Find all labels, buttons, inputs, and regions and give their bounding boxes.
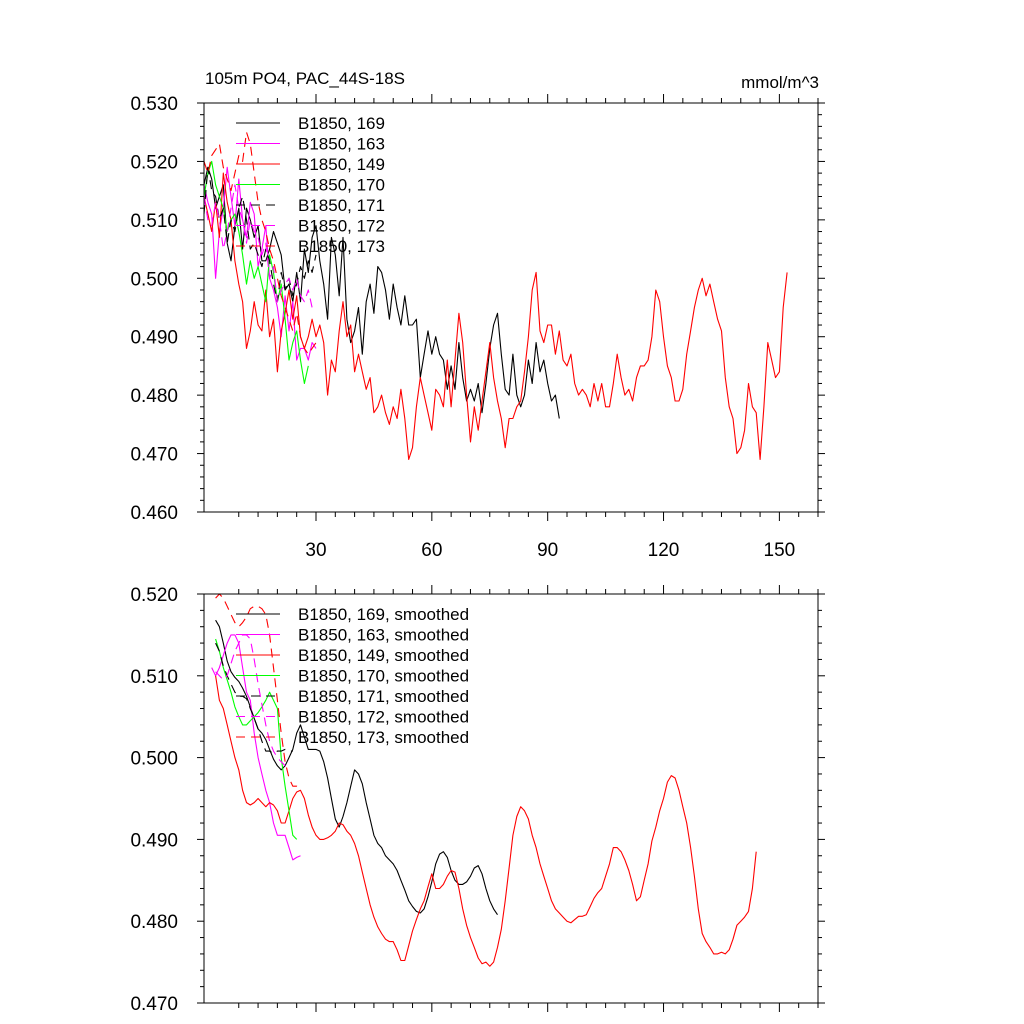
legend-label-169: B1850, 169: [298, 114, 385, 133]
legend-label-149: B1850, 149, smoothed: [298, 646, 469, 665]
bottom-chart-legend: B1850, 169, smoothed B1850, 163, smoothed…: [236, 605, 469, 747]
series-line-149: [203, 172, 788, 460]
y-tick-label: 0.530: [130, 94, 178, 115]
legend-label-172: B1850, 172: [298, 217, 385, 236]
series-line-149: [215, 675, 757, 967]
legend-label-149: B1850, 149: [298, 155, 385, 174]
legend-label-172: B1850, 172, smoothed: [298, 708, 469, 727]
y-tick-label: 0.460: [130, 503, 178, 524]
series-line-163: [203, 166, 317, 361]
x-tick-label: 30: [305, 540, 326, 561]
y-tick-label: 0.490: [130, 328, 178, 349]
y-tick-label: 0.510: [130, 667, 178, 688]
legend-label-169: B1850, 169, smoothed: [298, 605, 469, 624]
series-line-172: [203, 184, 313, 308]
top-chart-series: [203, 131, 788, 460]
x-tick-label: 120: [648, 540, 680, 561]
y-tick-label: 0.500: [130, 749, 178, 770]
y-tick-label: 0.480: [130, 386, 178, 407]
series-line-171: [215, 642, 293, 755]
legend-label-173: B1850, 173: [298, 237, 385, 256]
y-tick-label: 0.470: [130, 445, 178, 466]
x-tick-label: 150: [764, 540, 796, 561]
y-tick-label: 0.520: [130, 152, 178, 173]
series-line-170: [203, 160, 309, 385]
bottom-chart-series: [211, 593, 757, 967]
y-tick-label: 0.490: [130, 830, 178, 851]
top-chart-tick-labels: 0.460 0.470 0.480 0.490 0.500 0.510 0.520 0.530…: [130, 94, 795, 561]
x-tick-label: 60: [421, 540, 442, 561]
legend-label-170: B1850, 170: [298, 176, 385, 195]
series-line-169: [203, 166, 560, 419]
y-tick-label: 0.470: [130, 994, 178, 1015]
legend-label-170: B1850, 170, smoothed: [298, 667, 469, 686]
bottom-chart-ticks: [197, 585, 825, 1012]
top-chart-ticks: [197, 94, 825, 521]
series-line-173: [203, 131, 317, 355]
units-label: mmol/m^3: [741, 73, 819, 92]
x-tick-label: 90: [537, 540, 558, 561]
series-line-170: [215, 638, 298, 840]
chart-title: 105m PO4, PAC_44S-18S: [205, 69, 405, 88]
top-chart-frame: [203, 102, 819, 513]
bottom-chart-frame: [203, 593, 819, 1004]
legend-label-171: B1850, 171, smoothed: [298, 687, 469, 706]
legend-label-171: B1850, 171: [298, 196, 385, 215]
bottom-chart-tick-labels: 0.470 0.480 0.490 0.500 0.510 0.520: [130, 585, 178, 1015]
bottom-chart-panel: 0.470 0.480 0.490 0.500 0.510 0.520 B1850, 16…: [130, 585, 825, 1015]
series-line-163: [211, 634, 301, 861]
y-tick-label: 0.520: [130, 585, 178, 606]
legend-label-163: B1850, 163, smoothed: [298, 626, 469, 645]
series-line-169: [215, 619, 498, 916]
top-chart-panel: 0.460 0.470 0.480 0.490 0.500 0.510 0.520 0.530…: [130, 94, 825, 561]
y-tick-label: 0.500: [130, 269, 178, 290]
series-line-172: [215, 634, 286, 767]
y-tick-label: 0.510: [130, 211, 178, 232]
legend-label-163: B1850, 163: [298, 135, 385, 154]
y-tick-label: 0.480: [130, 912, 178, 933]
legend-label-173: B1850, 173, smoothed: [298, 728, 469, 747]
